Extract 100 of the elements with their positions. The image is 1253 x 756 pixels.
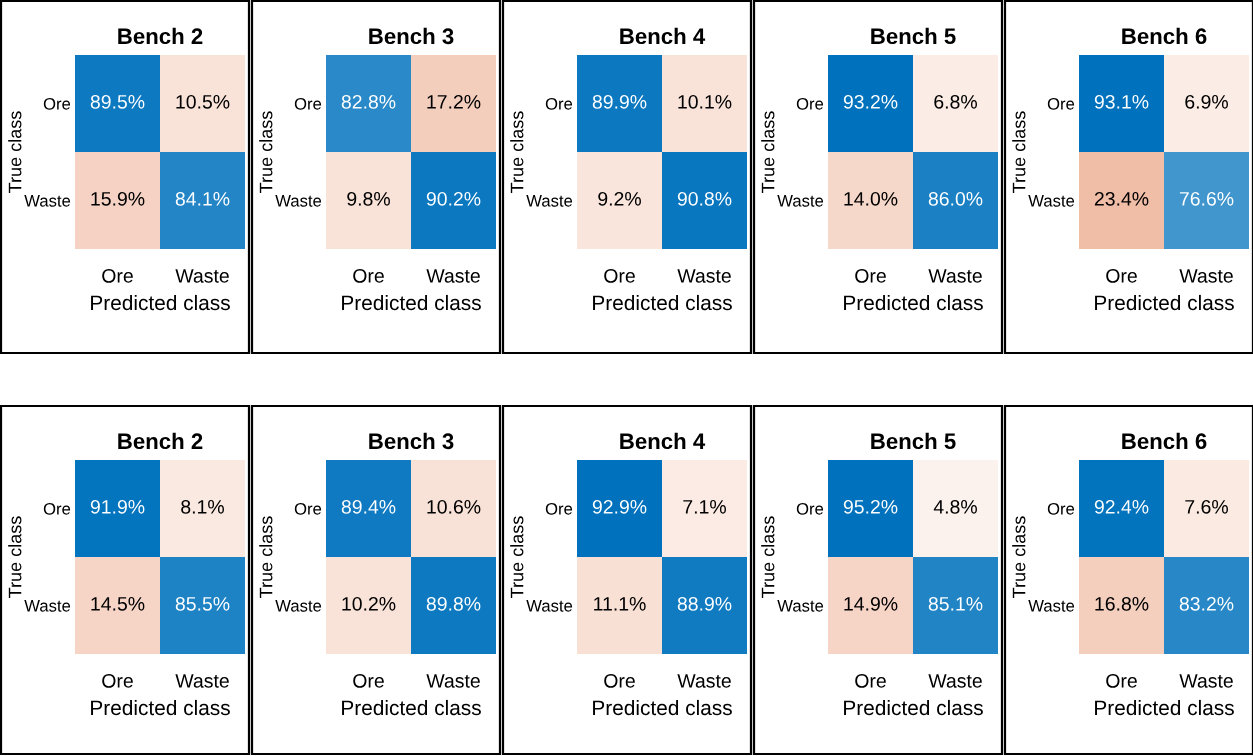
x-tick-label: Waste (677, 269, 731, 283)
x-tick-label: Waste (1179, 269, 1233, 283)
y-tick-label: Ore (1047, 97, 1075, 110)
y-tick-label: Ore (43, 97, 71, 110)
data-label: 6.8% (934, 94, 977, 109)
x-tick-label: Ore (855, 673, 886, 688)
y-axis-title: True class (259, 111, 273, 193)
x-tick-label: Ore (102, 268, 133, 283)
y-tick-label: Ore (1047, 502, 1075, 515)
data-label: 7.1% (683, 500, 726, 514)
data-label: 16.8% (1095, 596, 1149, 611)
x-tick-label: Ore (604, 268, 635, 283)
y-tick-label: Waste (777, 195, 824, 207)
data-label: 83.2% (1179, 596, 1234, 611)
data-label: 89.5% (90, 94, 145, 109)
data-label: 76.6% (1179, 191, 1234, 206)
y-tick-label: Waste (1028, 195, 1075, 207)
x-tick-label: Ore (353, 673, 384, 688)
chart-title: Bench 3 (369, 27, 454, 45)
x-axis-title: Predicted class (91, 294, 230, 311)
y-tick-label: Waste (275, 195, 322, 207)
x-tick-label: Ore (1106, 268, 1137, 283)
data-label: 10.5% (176, 94, 230, 109)
data-label: 17.2% (427, 94, 481, 109)
data-label: 86.0% (928, 191, 983, 206)
data-label: 92.9% (592, 499, 647, 514)
y-axis-title: True class (761, 516, 775, 598)
data-label: 88.9% (677, 596, 732, 611)
data-label: 4.8% (933, 499, 977, 514)
data-label: 90.8% (677, 191, 732, 206)
y-tick-label: Waste (777, 600, 824, 612)
x-tick-label: Ore (353, 268, 384, 283)
data-label: 89.9% (592, 94, 647, 109)
chart-title: Bench 5 (871, 27, 956, 45)
data-label: 85.1% (928, 596, 983, 611)
data-label: 93.1% (1094, 94, 1149, 109)
y-tick-label: Waste (1028, 600, 1075, 612)
x-axis-title: Predicted class (593, 294, 732, 311)
data-label: 14.9% (844, 596, 898, 611)
data-label: 82.8% (341, 94, 396, 109)
data-label: 11.1% (594, 597, 646, 611)
chart-title: Bench 6 (1122, 432, 1207, 450)
x-axis-title: Predicted class (91, 699, 230, 716)
y-axis-title: True class (8, 516, 22, 598)
y-tick-label: Ore (43, 502, 71, 515)
x-tick-label: Waste (1179, 674, 1233, 688)
chart-title: Bench 6 (1122, 27, 1207, 45)
data-label: 10.2% (342, 596, 396, 611)
x-axis-title: Predicted class (1095, 699, 1234, 716)
chart-title: Bench 2 (118, 27, 203, 45)
y-tick-label: Ore (294, 97, 322, 110)
y-tick-label: Waste (275, 600, 322, 612)
y-axis-title: True class (1012, 516, 1026, 598)
data-label: 89.4% (341, 499, 396, 514)
y-axis-title: True class (1012, 111, 1026, 193)
chart-title: Bench 3 (369, 432, 454, 450)
data-label: 9.2% (598, 191, 641, 206)
x-tick-label: Waste (426, 674, 480, 688)
x-tick-label: Waste (426, 269, 480, 283)
data-label: 90.2% (426, 191, 481, 206)
y-tick-label: Waste (24, 195, 71, 207)
x-axis-title: Predicted class (342, 699, 481, 716)
x-tick-label: Ore (604, 673, 635, 688)
x-tick-label: Ore (855, 268, 886, 283)
y-tick-label: Ore (796, 97, 824, 110)
data-label: 10.1% (678, 94, 732, 109)
y-axis-title: True class (259, 516, 273, 598)
y-tick-label: Ore (796, 502, 824, 515)
x-tick-label: Waste (928, 674, 982, 688)
x-axis-title: Predicted class (844, 294, 983, 311)
x-axis-title: Predicted class (1095, 294, 1234, 311)
chart-title: Bench 4 (620, 432, 706, 450)
chart-title: Bench 4 (620, 27, 706, 45)
data-label: 15.9% (91, 191, 145, 206)
data-label: 6.9% (1185, 94, 1228, 109)
x-tick-label: Waste (175, 269, 229, 283)
data-label: 93.2% (843, 94, 898, 109)
x-tick-label: Waste (677, 674, 731, 688)
data-label: 23.4% (1094, 191, 1149, 206)
y-tick-label: Waste (526, 600, 573, 612)
data-label: 9.8% (347, 191, 390, 206)
x-axis-title: Predicted class (593, 699, 732, 716)
y-tick-label: Ore (294, 502, 322, 515)
x-tick-label: Ore (102, 673, 133, 688)
data-label: 92.4% (1094, 499, 1149, 514)
data-label: 89.8% (426, 596, 481, 611)
data-label: 14.0% (844, 191, 898, 206)
x-axis-title: Predicted class (342, 294, 481, 311)
y-tick-label: Ore (545, 502, 573, 515)
data-label: 8.1% (181, 499, 224, 514)
y-tick-label: Waste (24, 600, 71, 612)
x-tick-label: Waste (175, 674, 229, 688)
data-label: 84.1% (175, 191, 230, 206)
chart-title: Bench 2 (118, 432, 203, 450)
data-label: 91.9% (90, 499, 145, 514)
chart-title: Bench 5 (871, 432, 956, 450)
y-axis-title: True class (510, 516, 524, 598)
data-label: 10.6% (427, 499, 481, 514)
y-tick-label: Ore (545, 97, 573, 110)
y-tick-label: Waste (526, 195, 573, 207)
